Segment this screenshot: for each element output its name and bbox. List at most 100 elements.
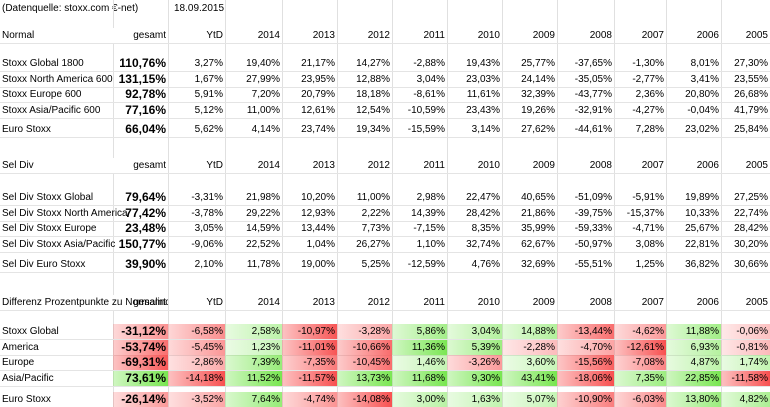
value-cell: 3,27% bbox=[194, 58, 223, 69]
value-cell: 1,10% bbox=[416, 238, 445, 250]
column-header: 2009 bbox=[532, 160, 555, 171]
column-header: gesamt bbox=[133, 297, 166, 308]
value-cell: -12,59% bbox=[407, 259, 445, 270]
row-label: Sel Div Euro Stoxx bbox=[2, 259, 86, 270]
total-value: 79,64% bbox=[125, 190, 166, 204]
section-title: Sel Div bbox=[0, 158, 168, 173]
value-cell: 27,25% bbox=[734, 192, 768, 203]
value-cell: -0,06% bbox=[721, 324, 770, 339]
value-cell: -10,59% bbox=[407, 104, 445, 116]
value-cell: -14,18% bbox=[168, 370, 225, 386]
total-value: 77,16% bbox=[125, 102, 166, 117]
value-cell: 22,85% bbox=[666, 370, 721, 386]
section-title: Differenz Prozentpunkte zu Normalindex bbox=[0, 295, 168, 310]
grid-line bbox=[557, 0, 558, 407]
value-cell: 3,04% bbox=[416, 73, 445, 85]
value-cell: 40,65% bbox=[521, 192, 555, 203]
value-cell: 12,54% bbox=[356, 104, 390, 116]
value-cell: 22,47% bbox=[466, 192, 500, 203]
grid-line bbox=[282, 0, 283, 407]
value-cell: -59,33% bbox=[574, 223, 612, 234]
row-label: Sel Div Stoxx Global bbox=[2, 192, 94, 203]
grid-line bbox=[337, 0, 338, 407]
row-label: Euro Stoxx bbox=[2, 394, 51, 405]
grid-line bbox=[0, 173, 770, 174]
value-cell: -11,01% bbox=[282, 339, 337, 355]
value-cell: -9,06% bbox=[191, 238, 223, 250]
value-cell: -13,44% bbox=[557, 324, 614, 339]
total-value: 131,15% bbox=[118, 71, 166, 86]
value-cell: 6,93% bbox=[666, 339, 721, 355]
value-cell: -55,51% bbox=[574, 259, 612, 270]
value-cell: 1,46% bbox=[392, 355, 447, 370]
total-value: -69,31% bbox=[113, 355, 168, 370]
value-cell: -2,86% bbox=[168, 355, 225, 370]
value-cell: 1,23% bbox=[225, 339, 282, 355]
value-cell: 5,07% bbox=[502, 392, 557, 407]
row-label: America bbox=[2, 341, 39, 353]
column-header: 2005 bbox=[745, 160, 768, 171]
value-cell: 1,04% bbox=[306, 238, 335, 250]
total-value: 150,77% bbox=[118, 236, 166, 251]
grid-line bbox=[168, 0, 169, 407]
total-value: -31,12% bbox=[113, 324, 168, 339]
value-cell: 23,95% bbox=[301, 73, 335, 85]
value-cell: -4,70% bbox=[557, 339, 614, 355]
column-header: 2010 bbox=[477, 297, 500, 308]
value-cell: 14,59% bbox=[246, 223, 280, 234]
column-header: 2014 bbox=[257, 160, 280, 171]
value-cell: 4,76% bbox=[471, 259, 500, 270]
grid-line bbox=[0, 310, 770, 311]
grid-line bbox=[666, 0, 667, 407]
column-header: 2009 bbox=[532, 30, 555, 41]
grid-line bbox=[502, 0, 503, 407]
value-cell: 19,00% bbox=[301, 259, 335, 270]
column-header: 2012 bbox=[367, 297, 390, 308]
grid-line bbox=[0, 236, 770, 237]
value-cell: 7,20% bbox=[251, 89, 280, 100]
value-cell: 11,00% bbox=[356, 192, 390, 203]
value-cell: 5,25% bbox=[361, 259, 390, 270]
grid-line bbox=[0, 272, 770, 273]
total-value: 92,78% bbox=[125, 87, 166, 101]
column-header: 2008 bbox=[589, 30, 612, 41]
value-cell: 3,00% bbox=[392, 392, 447, 407]
value-cell: -51,09% bbox=[574, 192, 612, 203]
value-cell: 4,87% bbox=[666, 355, 721, 370]
total-value: 110,76% bbox=[119, 56, 166, 70]
grid-line bbox=[0, 43, 770, 44]
value-cell: -15,56% bbox=[557, 355, 614, 370]
value-cell: 3,41% bbox=[690, 73, 719, 85]
value-cell: 25,84% bbox=[734, 124, 768, 135]
column-header: 2012 bbox=[367, 30, 390, 41]
value-cell: -0,81% bbox=[721, 339, 770, 355]
value-cell: 3,04% bbox=[447, 324, 502, 339]
value-cell: 32,74% bbox=[466, 238, 500, 250]
value-cell: 3,60% bbox=[502, 355, 557, 370]
value-cell: 41,79% bbox=[734, 104, 768, 116]
total-value: 77,42% bbox=[125, 205, 166, 220]
value-cell: -18,06% bbox=[557, 370, 614, 386]
value-cell: -10,66% bbox=[337, 339, 392, 355]
value-cell: 30,66% bbox=[734, 259, 768, 270]
value-cell: 1,63% bbox=[447, 392, 502, 407]
value-cell: -4,71% bbox=[632, 223, 664, 234]
value-cell: 2,10% bbox=[194, 259, 223, 270]
row-label: Stoxx North America 600 bbox=[2, 73, 113, 85]
value-cell: 7,73% bbox=[361, 223, 390, 234]
value-cell: 27,62% bbox=[521, 124, 555, 135]
value-cell: 2,58% bbox=[225, 324, 282, 339]
value-cell: -2,88% bbox=[413, 58, 445, 69]
value-cell: 21,17% bbox=[301, 58, 335, 69]
value-cell: 12,88% bbox=[356, 73, 390, 85]
value-cell: 25,67% bbox=[685, 223, 719, 234]
value-cell: 35,99% bbox=[521, 223, 555, 234]
value-cell: 22,74% bbox=[734, 207, 768, 219]
total-value: 66,04% bbox=[125, 122, 166, 136]
value-cell: 7,64% bbox=[225, 392, 282, 407]
value-cell: -32,91% bbox=[574, 104, 612, 116]
value-cell: 19,26% bbox=[521, 104, 555, 116]
value-cell: -15,59% bbox=[407, 124, 445, 135]
value-cell: 5,12% bbox=[194, 104, 223, 116]
value-cell: 2,98% bbox=[416, 192, 445, 203]
